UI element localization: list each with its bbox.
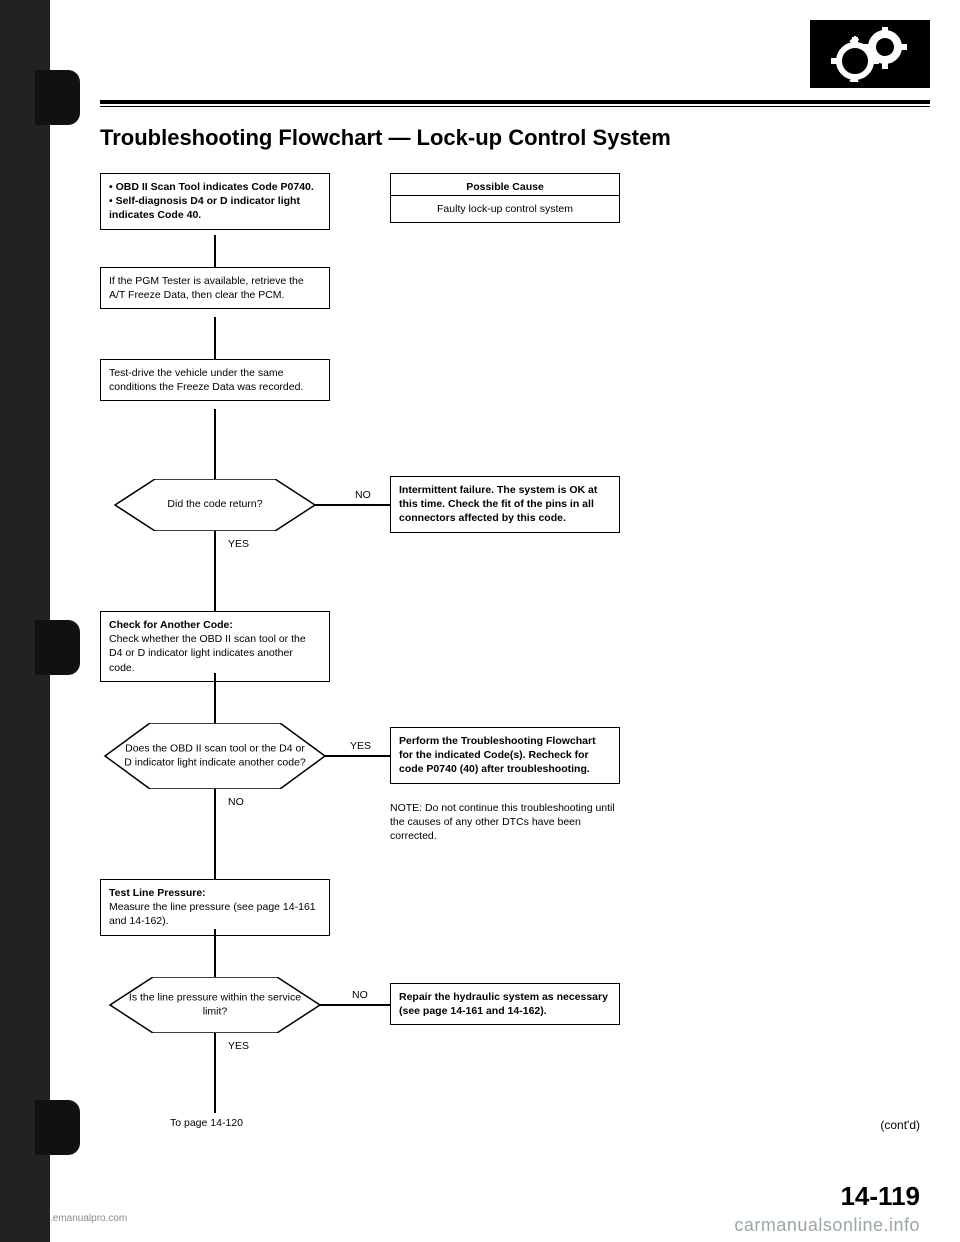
test-line-body: Measure the line pressure (see page 14-1…	[109, 901, 316, 927]
test-line-title: Test Line Pressure:	[109, 887, 206, 899]
divider	[100, 100, 930, 104]
connector	[320, 1004, 390, 1006]
no-label: NO	[352, 989, 368, 1001]
divider	[100, 106, 930, 107]
page-number: 14-119	[840, 1181, 920, 1212]
watermark-right: carmanualsonline.info	[734, 1215, 920, 1236]
connector	[214, 929, 216, 977]
decision-another-code: Does the OBD II scan tool or the D4 or D…	[85, 723, 345, 789]
connector	[214, 317, 216, 359]
page-title: Troubleshooting Flowchart — Lock-up Cont…	[100, 125, 930, 151]
yes-label: YES	[228, 538, 249, 550]
note-text: NOTE: Do not continue this troubleshooti…	[390, 801, 630, 844]
decision-code-return: Did the code return?	[85, 479, 345, 531]
repair-box: Repair the hydraulic system as necessary…	[390, 983, 620, 1025]
decision-text: Did the code return?	[124, 498, 306, 512]
cause-body-box: Faulty lock-up control system	[390, 195, 620, 223]
decision-text: Is the line pressure within the service …	[124, 991, 306, 1018]
no-label: NO	[228, 796, 244, 808]
connector	[325, 755, 390, 757]
connector	[214, 673, 216, 723]
yes-label: YES	[350, 740, 371, 752]
check-another-box: Check for Another Code: Check whether th…	[100, 611, 330, 682]
connector	[214, 789, 216, 879]
connector	[214, 409, 216, 479]
connector	[214, 1033, 216, 1113]
test-line-box: Test Line Pressure: Measure the line pre…	[100, 879, 330, 936]
no-label: NO	[355, 489, 371, 501]
intermittent-box: Intermittent failure. The system is OK a…	[390, 476, 620, 533]
contd-label: (cont'd)	[880, 1118, 920, 1132]
decision-line-pressure: Is the line pressure within the service …	[85, 977, 345, 1033]
start-box: • OBD II Scan Tool indicates Code P0740.…	[100, 173, 330, 230]
gear-icon	[810, 20, 930, 88]
flowchart: Possible Cause Faulty lock-up control sy…	[100, 173, 860, 1173]
decision-text: Does the OBD II scan tool or the D4 or D…	[124, 742, 306, 769]
watermark-left: .emanualpro.com	[50, 1213, 127, 1224]
connector	[315, 504, 390, 506]
pgm-box: If the PGM Tester is available, retrieve…	[100, 267, 330, 309]
testdrive-box: Test-drive the vehicle under the same co…	[100, 359, 330, 401]
connector	[214, 531, 216, 611]
connector	[214, 235, 216, 267]
perform-box: Perform the Troubleshooting Flowchart fo…	[390, 727, 620, 784]
check-another-body: Check whether the OBD II scan tool or th…	[109, 633, 306, 673]
page-content: Troubleshooting Flowchart — Lock-up Cont…	[40, 0, 960, 1242]
check-another-title: Check for Another Code:	[109, 619, 233, 631]
yes-label: YES	[228, 1040, 249, 1052]
to-page: To page 14-120	[170, 1117, 243, 1129]
